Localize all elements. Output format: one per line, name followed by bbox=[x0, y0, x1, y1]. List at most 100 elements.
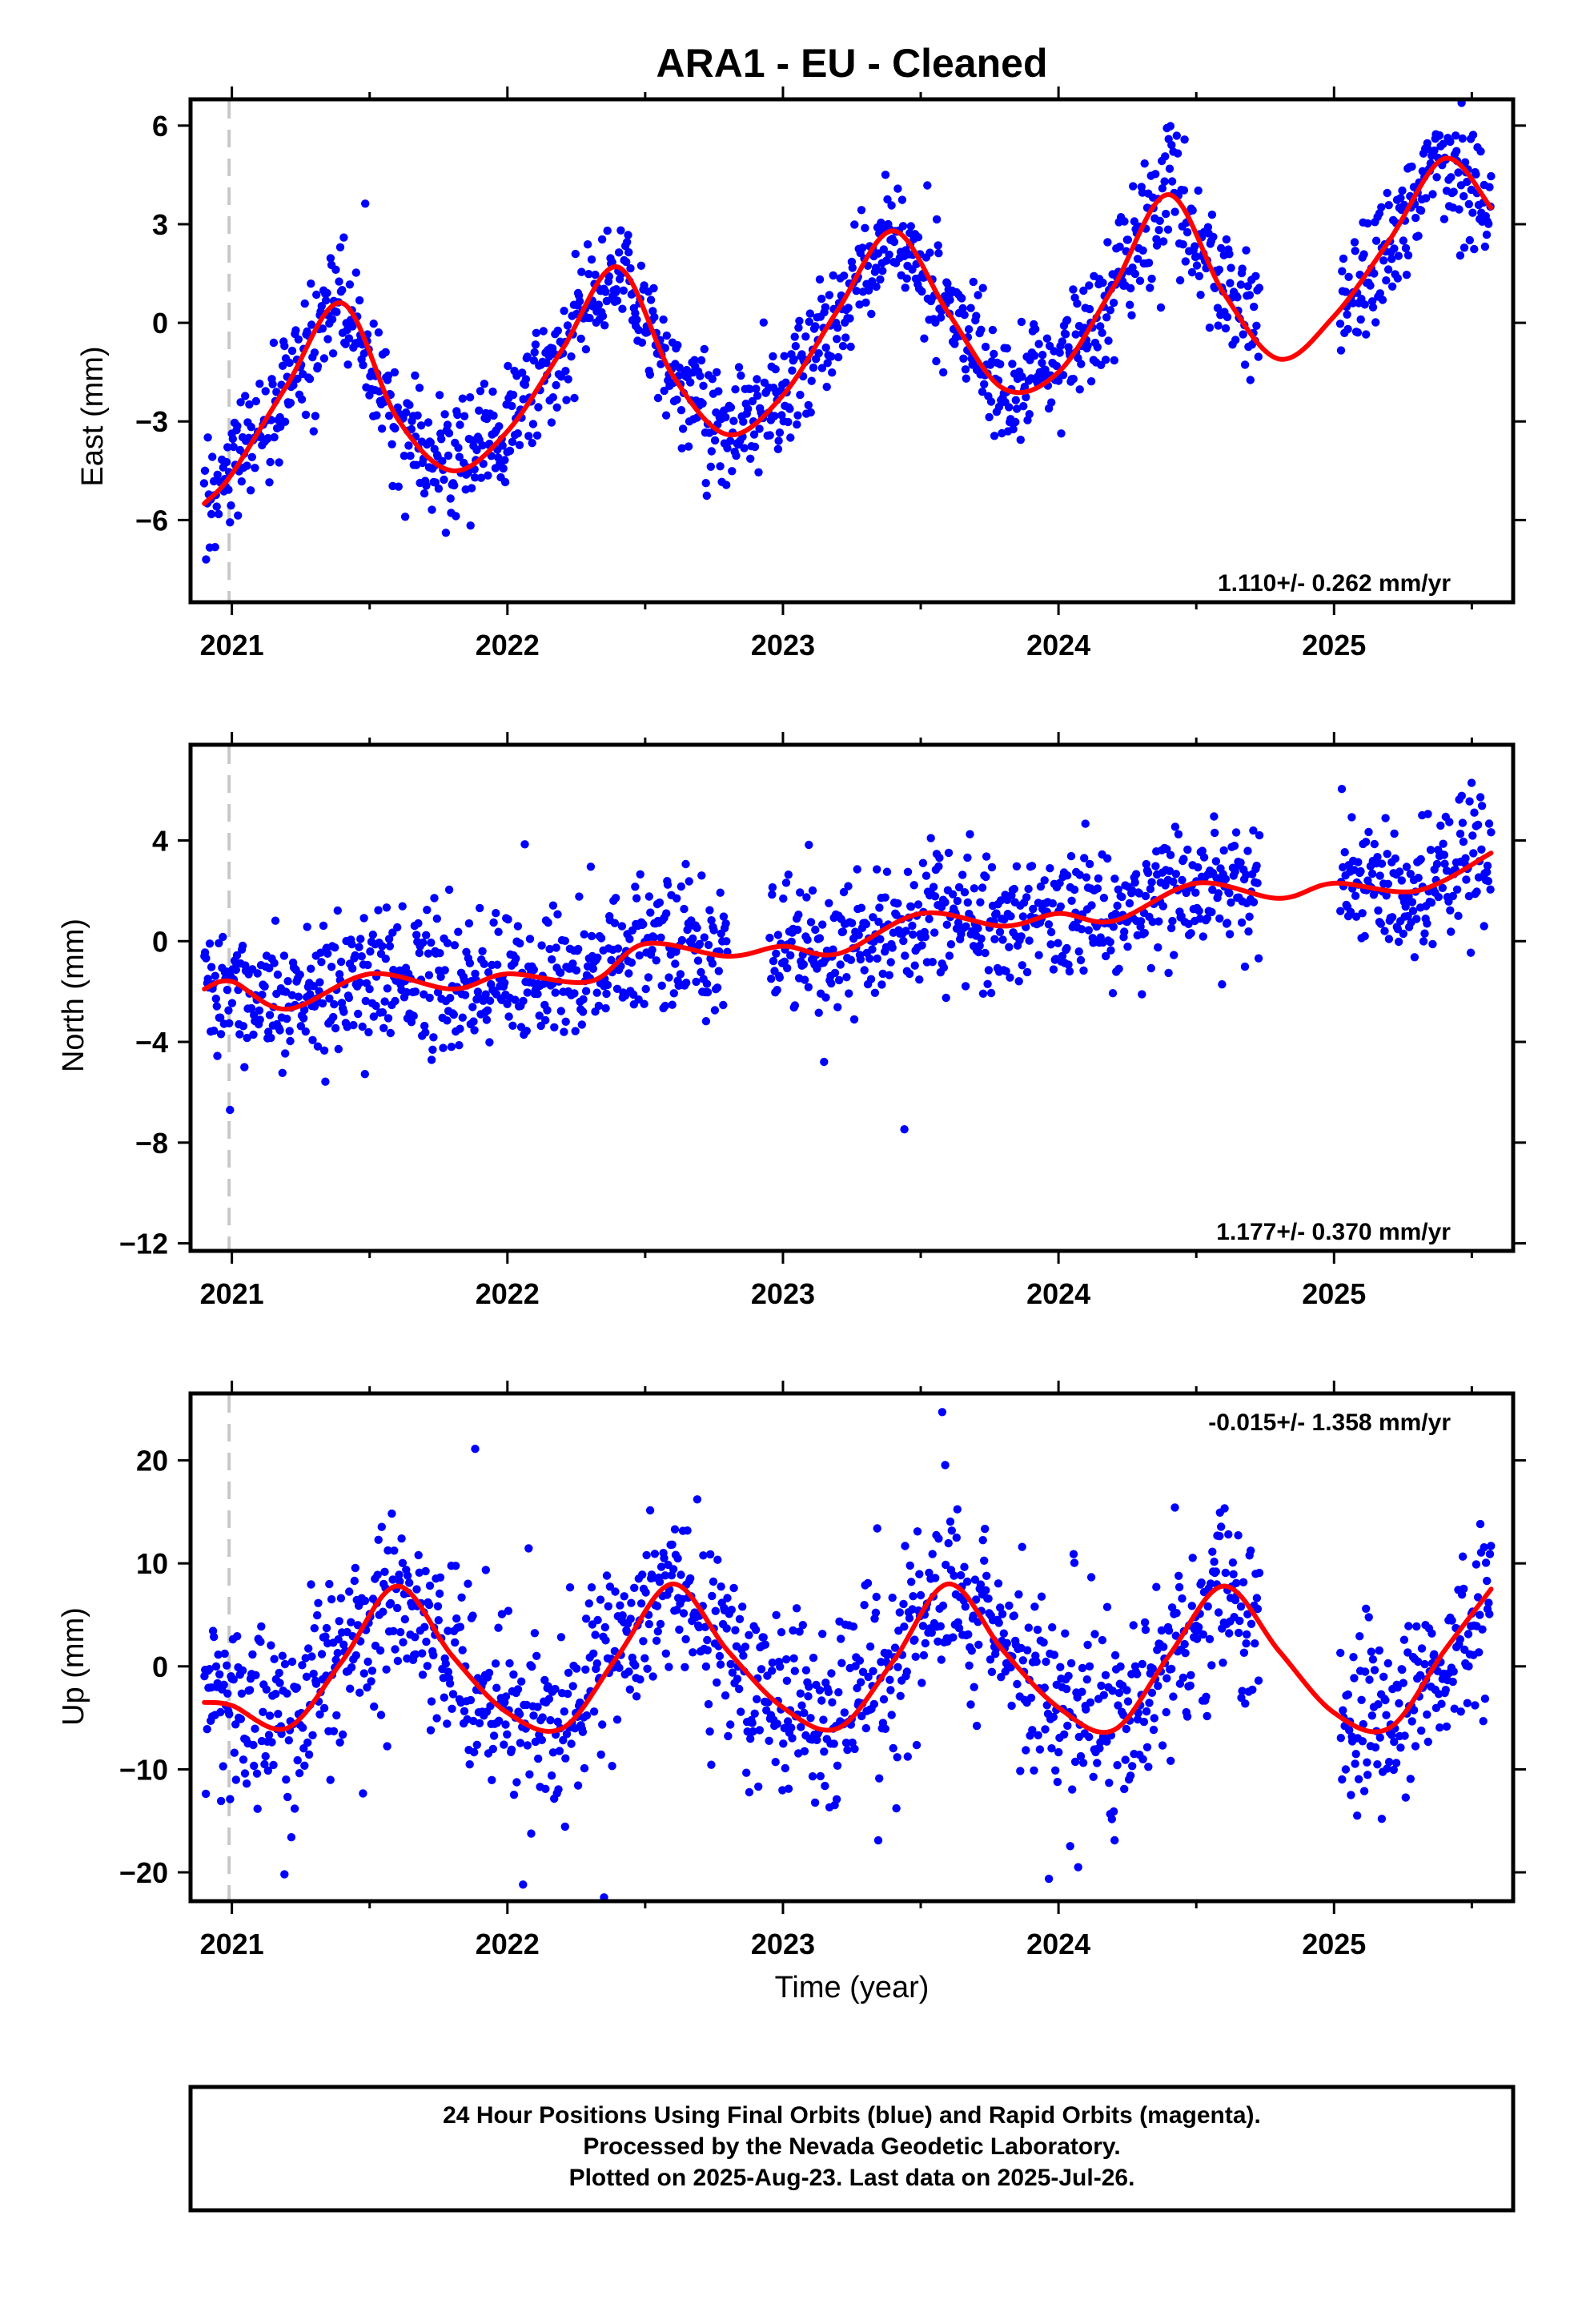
up-data-point bbox=[1152, 1582, 1161, 1591]
east-data-point bbox=[706, 462, 715, 471]
east-model-fit-line bbox=[202, 155, 1494, 506]
north-data-point bbox=[1131, 870, 1141, 879]
up-data-point bbox=[611, 1587, 620, 1596]
east-data-point bbox=[1476, 147, 1485, 156]
north-data-point bbox=[671, 959, 680, 968]
north-data-point bbox=[383, 1014, 393, 1023]
east-data-point bbox=[567, 352, 576, 361]
up-data-point bbox=[1033, 1625, 1042, 1634]
up-data-point bbox=[546, 1715, 555, 1725]
up-data-point bbox=[1035, 1745, 1045, 1754]
east-data-point bbox=[612, 296, 622, 305]
north-data-point bbox=[977, 935, 986, 943]
up-data-point bbox=[976, 1580, 986, 1589]
north-data-point bbox=[1058, 951, 1067, 961]
up-data-point bbox=[489, 1731, 499, 1740]
north-data-point bbox=[1046, 864, 1054, 873]
up-data-point bbox=[581, 1614, 591, 1623]
north-data-point bbox=[1062, 943, 1071, 953]
east-data-point bbox=[1083, 341, 1092, 350]
east-data-point bbox=[1242, 246, 1251, 255]
up-data-point bbox=[1239, 1648, 1249, 1657]
up-data-point bbox=[1082, 1675, 1092, 1684]
north-data-point bbox=[945, 951, 954, 960]
up-data-point bbox=[765, 1736, 773, 1745]
north-data-point bbox=[364, 1027, 373, 1037]
up-data-point bbox=[1174, 1582, 1184, 1592]
up-data-point bbox=[645, 1506, 655, 1515]
north-data-point bbox=[644, 892, 653, 901]
north-data-point bbox=[1027, 862, 1037, 870]
north-data-point bbox=[707, 916, 716, 925]
north-data-point bbox=[900, 1125, 909, 1134]
up-data-point bbox=[776, 1663, 785, 1671]
up-data-point bbox=[1387, 1731, 1396, 1739]
up-data-point bbox=[1108, 1687, 1117, 1695]
up-data-point bbox=[849, 1622, 858, 1631]
up-data-point bbox=[896, 1691, 905, 1700]
up-data-point bbox=[1064, 1671, 1073, 1680]
north-data-point bbox=[1203, 914, 1212, 923]
up-data-point bbox=[1070, 1558, 1079, 1567]
east-data-point bbox=[1460, 191, 1468, 201]
east-data-point bbox=[199, 479, 209, 488]
east-data-point bbox=[917, 287, 926, 296]
up-data-point bbox=[497, 1610, 507, 1618]
north-data-point bbox=[223, 985, 232, 995]
up-data-point bbox=[256, 1637, 265, 1647]
north-data-point bbox=[639, 920, 648, 929]
east-data-point bbox=[1416, 206, 1426, 215]
north-data-point bbox=[1154, 943, 1162, 952]
east-data-point bbox=[1085, 281, 1094, 290]
north-data-point bbox=[1402, 862, 1411, 871]
east-data-point bbox=[383, 371, 393, 380]
north-data-point bbox=[1208, 885, 1217, 895]
east-data-point bbox=[223, 443, 232, 452]
north-data-point bbox=[378, 1007, 387, 1017]
north-data-point bbox=[568, 959, 577, 968]
north-data-point bbox=[482, 1015, 492, 1024]
up-data-point bbox=[1116, 1662, 1125, 1671]
up-data-point bbox=[640, 1654, 649, 1663]
east-data-point bbox=[265, 478, 274, 487]
up-data-point bbox=[797, 1723, 805, 1731]
east-data-point bbox=[696, 372, 705, 380]
up-data-point bbox=[216, 1707, 225, 1717]
east-data-point bbox=[1005, 403, 1014, 412]
up-data-point bbox=[345, 1587, 354, 1596]
east-data-point bbox=[978, 283, 987, 292]
north-data-point bbox=[948, 890, 958, 899]
up-data-point bbox=[325, 1579, 334, 1589]
north-data-point bbox=[925, 915, 934, 923]
up-data-point bbox=[253, 1804, 262, 1813]
north-data-point bbox=[704, 940, 713, 950]
up-data-point bbox=[1363, 1758, 1371, 1767]
up-data-point bbox=[460, 1707, 469, 1715]
east-data-point bbox=[932, 356, 941, 366]
north-data-point bbox=[926, 834, 935, 842]
north-data-point bbox=[803, 935, 812, 944]
east-data-point bbox=[1175, 275, 1185, 285]
east-data-point bbox=[471, 473, 480, 482]
north-data-point bbox=[1231, 867, 1239, 876]
north-data-point bbox=[1373, 853, 1382, 862]
east-data-point bbox=[458, 394, 467, 403]
north-data-point bbox=[379, 1023, 388, 1033]
east-data-point bbox=[1214, 321, 1223, 330]
east-data-point bbox=[1402, 271, 1411, 279]
north-data-point bbox=[1218, 980, 1227, 989]
east-data-point bbox=[1227, 263, 1235, 272]
north-data-point bbox=[714, 967, 723, 975]
east-data-point bbox=[1062, 316, 1072, 324]
east-data-point bbox=[597, 235, 607, 244]
up-data-point bbox=[1464, 1630, 1473, 1638]
east-data-point bbox=[411, 371, 420, 380]
up-data-point bbox=[1420, 1659, 1429, 1669]
up-data-point bbox=[850, 1744, 859, 1754]
north-data-point bbox=[982, 872, 990, 882]
east-data-point bbox=[1098, 278, 1107, 287]
east-data-point bbox=[600, 321, 609, 330]
up-data-point bbox=[921, 1638, 930, 1648]
north-data-point bbox=[806, 918, 816, 927]
